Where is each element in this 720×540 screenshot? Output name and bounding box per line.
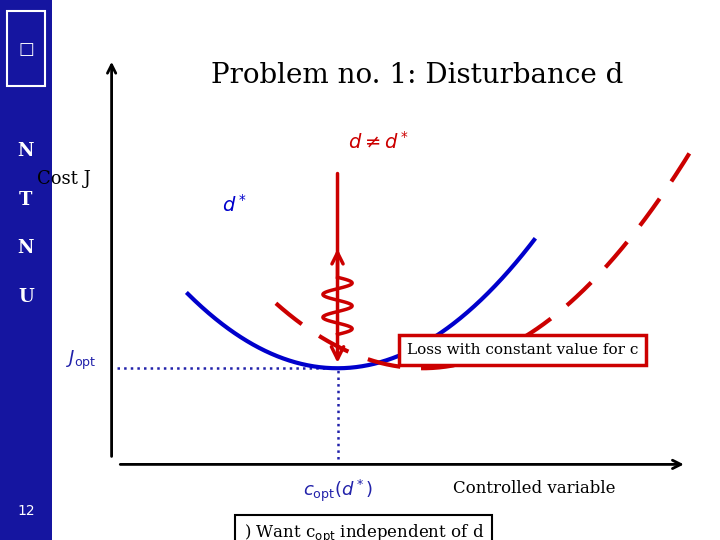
Text: Cost J: Cost J [37, 170, 91, 187]
Text: Loss with constant value for c: Loss with constant value for c [407, 343, 638, 357]
Text: $c_{\rm opt}(d^*)$: $c_{\rm opt}(d^*)$ [302, 477, 372, 504]
Text: $d \neq d^*$: $d \neq d^*$ [348, 131, 409, 153]
Text: U: U [18, 288, 34, 306]
Text: Problem no. 1: Disturbance d: Problem no. 1: Disturbance d [210, 62, 623, 89]
Text: □: □ [18, 39, 34, 58]
Text: $d^*$: $d^*$ [222, 193, 247, 215]
Text: N: N [18, 142, 34, 160]
Text: T: T [19, 191, 32, 209]
Text: 12: 12 [17, 504, 35, 518]
Text: ) Want c$_\mathrm{opt}$ independent of d: ) Want c$_\mathrm{opt}$ independent of d [244, 523, 484, 540]
Text: Controlled variable: Controlled variable [453, 480, 616, 497]
Text: $J_{\rm opt}$: $J_{\rm opt}$ [66, 349, 97, 372]
Text: N: N [18, 239, 34, 258]
FancyBboxPatch shape [6, 11, 45, 86]
